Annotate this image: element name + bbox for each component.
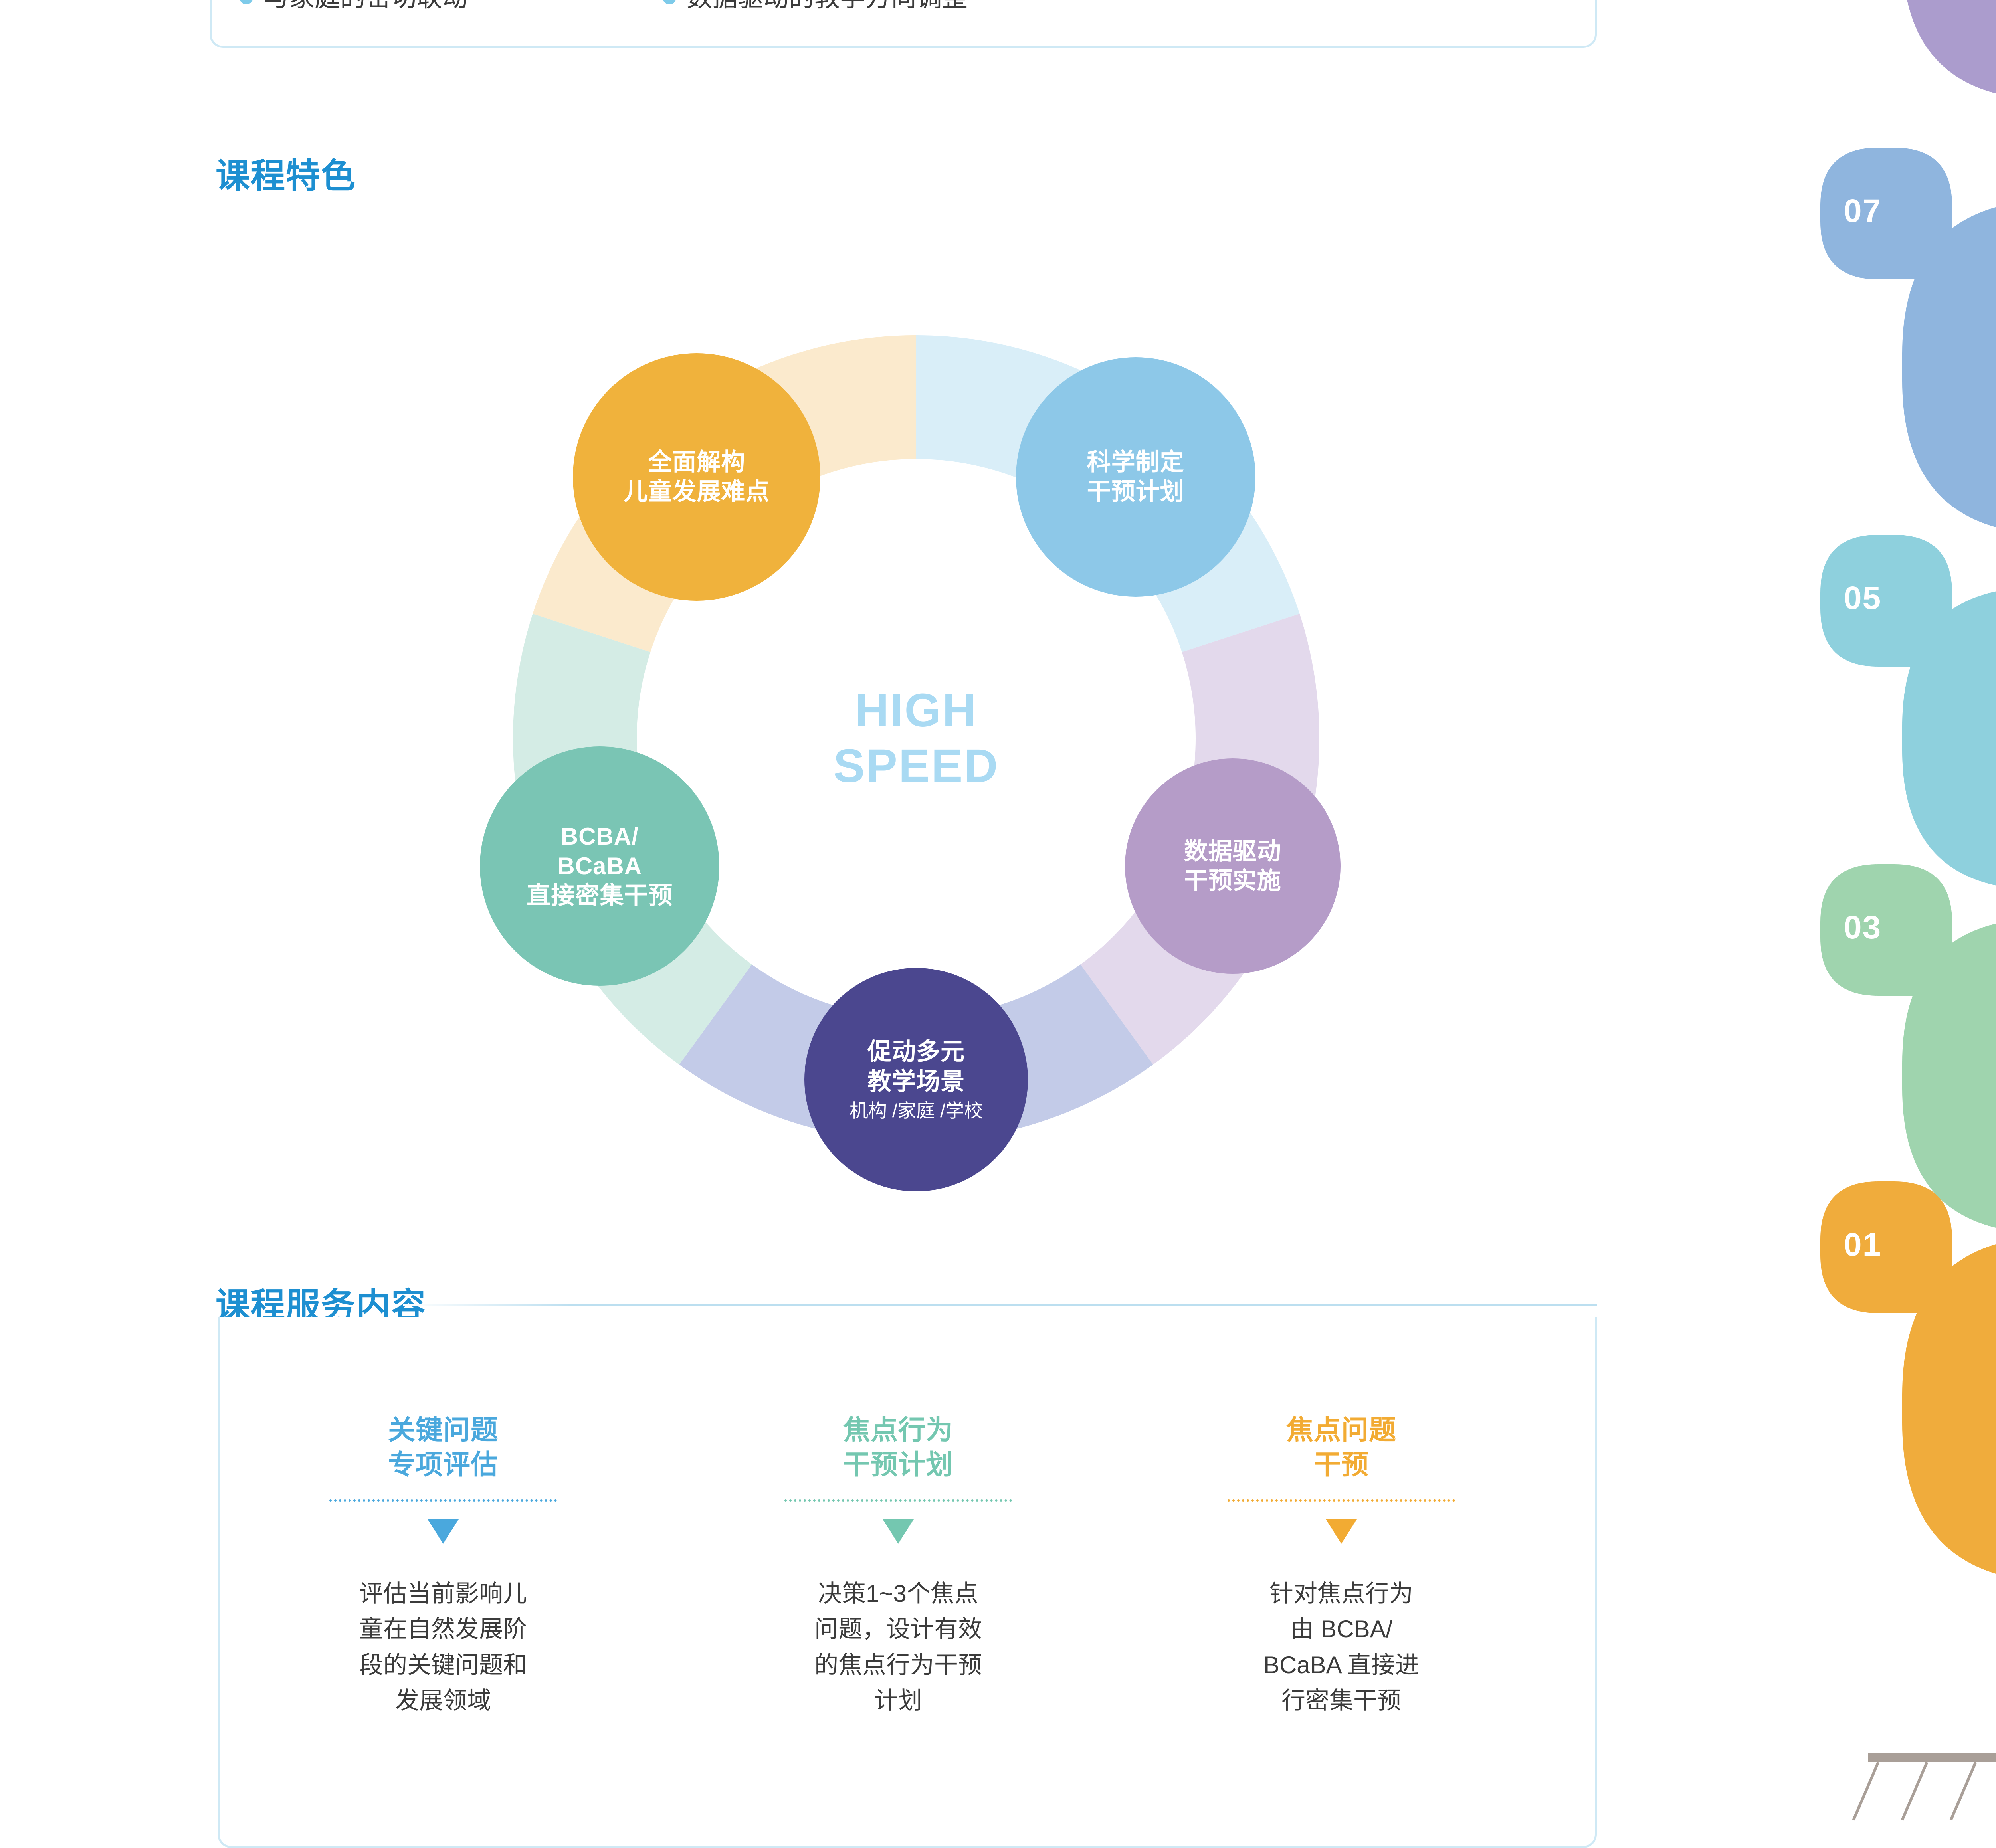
section-heading-services: 课程服务内容 [216,1286,426,1325]
services-card [218,1317,1597,1848]
tree-leaf[interactable] [1902,0,1996,100]
top-bullet-list: 与家庭的密切联动 数据驱动的教学方向调整 [240,0,1557,21]
service-title: 焦点行为 干预计划 [843,1415,953,1480]
service-column: 关键问题 专项评估 评估当前影响儿 童在自然发展阶 段的关键问题和 发展领域 [236,1413,651,1719]
tree-leaf[interactable] [1902,200,1996,535]
ground-line [1868,1753,1996,1762]
donut-node-label: 促动多元 教学场景 [867,1038,965,1095]
features-donut-chart: HIGH SPEED 科学制定 干预计划数据驱动 干预实施促动多元 教学场景机构… [433,255,1399,1221]
service-divider [1228,1499,1455,1502]
top-info-card [210,0,1597,48]
left-column: 与家庭的密切联动 数据驱动的教学方向调整 课程特色 HIGH SPEED 科学制… [210,0,1597,1848]
list-item: 数据驱动的教学方向调整 [663,0,968,10]
service-body: 针对焦点行为 由 BCBA/ BCaBA 直接进 行密集干预 [1263,1580,1420,1714]
skills-tree-diagram: 01环境灵敏度 强化物范围 常规指令依从02语前预备 技能（ 视觉配对、 模仿、… [1816,0,1996,1826]
tree-leaf[interactable] [1902,1235,1996,1583]
bullet-dot-icon [663,0,676,4]
bullet-dot-icon [240,0,253,4]
tree-number-label: 03 [1844,909,1882,946]
service-body: 评估当前影响儿 童在自然发展阶 段的关键问题和 发展领域 [359,1580,527,1714]
donut-center-label: HIGH SPEED [833,684,999,792]
bullet-label: 数据驱动的教学方向调整 [687,0,968,10]
service-column: 焦点行为 干预计划 决策1~3个焦点 问题，设计有效 的焦点行为干预 计划 [691,1413,1106,1719]
services-columns: 关键问题 专项评估 评估当前影响儿 童在自然发展阶 段的关键问题和 发展领域 焦… [224,1413,1593,1826]
down-arrow-icon [883,1519,914,1544]
service-divider [784,1499,1012,1502]
tree-number-label: 05 [1844,580,1882,616]
ground-hatch [1852,1761,1880,1821]
tree-number-badge [1820,864,1952,996]
donut-node[interactable]: BCBA/ BCaBA 直接密集干预 [480,746,720,986]
section-heading-features: 课程特色 [216,157,356,195]
donut-node-label: 科学制定 干预计划 [1087,448,1184,505]
service-column: 焦点问题 干预 针对焦点行为 由 BCBA/ BCaBA 直接进 行密集干预 [1134,1413,1549,1719]
donut-node[interactable]: 数据驱动 干预实施 [1125,758,1341,974]
tree-number-label: 01 [1844,1227,1882,1263]
tree-number-badge [1820,535,1952,667]
donut-node[interactable]: 促动多元 教学场景机构 /家庭 /学校 [804,968,1028,1191]
service-divider [329,1499,557,1502]
donut-node[interactable]: 科学制定 干预计划 [1016,357,1255,597]
list-item: 与家庭的密切联动 [240,0,468,10]
donut-node-label: 全面解构 儿童发展难点 [624,448,770,505]
tree-number-label: 07 [1844,193,1882,229]
service-body: 决策1~3个焦点 问题，设计有效 的焦点行为干预 计划 [814,1580,982,1714]
services-heading-rule [403,1304,1597,1306]
donut-node-sublabel: 机构 /家庭 /学校 [849,1100,983,1122]
donut-node-label: BCBA/ BCaBA 直接密集干预 [527,823,673,909]
down-arrow-icon [428,1519,459,1544]
tree-number-badge [1820,1181,1952,1313]
donut-node[interactable]: 全面解构 儿童发展难点 [573,353,821,601]
ground-hatch [1949,1761,1977,1821]
service-title: 焦点问题 干预 [1286,1415,1396,1480]
donut-node-label: 数据驱动 干预实施 [1184,837,1281,894]
tree-number-badge [1820,148,1952,279]
bullet-label: 与家庭的密切联动 [263,0,468,10]
tree-leaf[interactable] [1902,918,1996,1233]
service-title: 关键问题 专项评估 [388,1415,498,1480]
down-arrow-icon [1326,1519,1357,1544]
ground-hatch [1901,1761,1929,1821]
